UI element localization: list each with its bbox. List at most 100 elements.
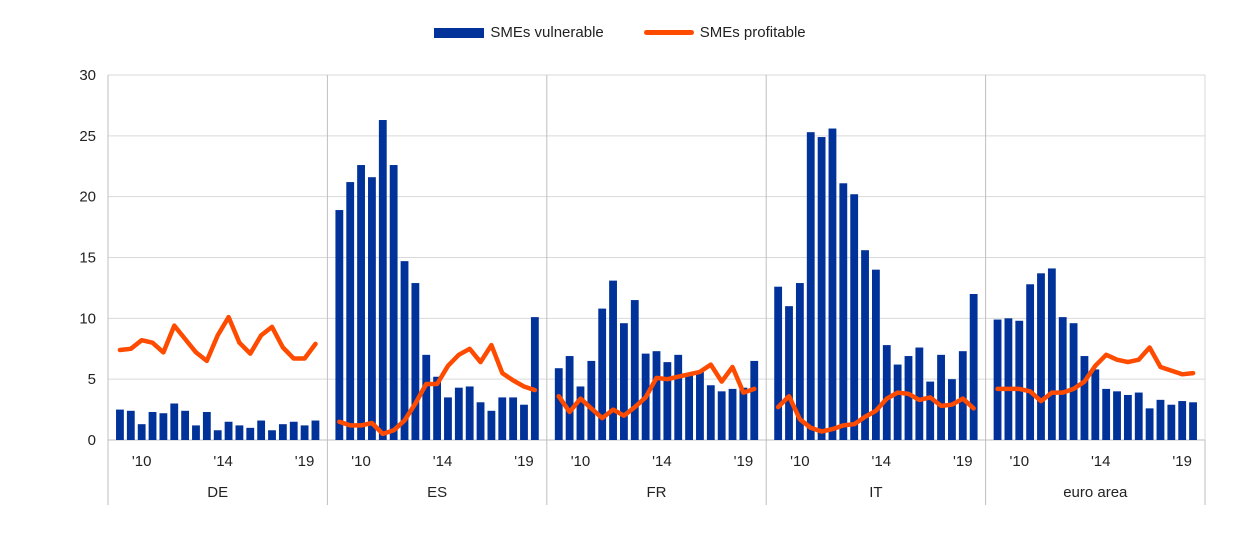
bar-FR-7 — [630, 300, 639, 440]
x-tick-label: '19 — [734, 453, 754, 470]
bar-IT-14 — [926, 381, 935, 440]
y-tick-label: 20 — [79, 189, 96, 206]
legend-item-profitable: SMEs profitable — [643, 24, 806, 41]
legend-swatch-vulnerable — [434, 27, 485, 38]
bar-IT-4 — [817, 137, 826, 441]
x-tick-label: '19 — [514, 453, 534, 470]
y-tick-label: 25 — [79, 128, 96, 145]
bar-DE-11 — [235, 425, 244, 440]
bar-FR-5 — [609, 280, 617, 440]
bar-FR-16 — [728, 388, 737, 440]
bar-ES-0 — [335, 210, 344, 440]
bar-FR-15 — [717, 391, 726, 440]
group-label: IT — [869, 484, 882, 501]
y-tick-label: 0 — [88, 432, 96, 449]
bar-IT-12 — [904, 356, 913, 440]
bar-ES-17 — [520, 404, 528, 440]
bar-IT-2 — [795, 283, 804, 440]
bar-DE-0 — [116, 409, 124, 440]
bar-euro-area-7 — [1069, 323, 1078, 440]
bar-IT-6 — [839, 183, 848, 441]
bar-FR-4 — [598, 308, 607, 440]
bar-FR-12 — [685, 373, 693, 440]
bar-ES-16 — [509, 397, 518, 440]
legend: SMEs vulnerable SMEs profitable — [0, 24, 1240, 41]
group-label: ES — [427, 484, 447, 501]
bar-IT-16 — [948, 379, 956, 440]
bar-DE-2 — [137, 424, 146, 440]
bar-euro-area-17 — [1178, 401, 1187, 440]
bar-ES-12 — [465, 386, 474, 440]
x-tick-label: '14 — [213, 453, 233, 470]
bar-euro-area-0 — [993, 319, 1002, 440]
bar-DE-10 — [224, 421, 233, 440]
bar-FR-11 — [674, 354, 683, 440]
bar-FR-17 — [739, 387, 748, 440]
bar-ES-9 — [433, 376, 442, 440]
bar-DE-13 — [257, 420, 266, 440]
x-tick-label: '10 — [1009, 453, 1029, 470]
line-profitable-DE — [117, 314, 318, 364]
x-tick-label: '10 — [571, 453, 591, 470]
y-tick-label: 15 — [79, 250, 96, 267]
bar-DE-9 — [213, 430, 222, 440]
bar-IT-17 — [958, 351, 967, 440]
bar-euro-area-13 — [1134, 392, 1143, 440]
bar-ES-7 — [411, 283, 420, 440]
y-tick-label: 30 — [79, 67, 96, 84]
bar-FR-9 — [652, 351, 661, 440]
bar-euro-area-15 — [1156, 399, 1165, 440]
y-tick-label: 10 — [79, 310, 96, 327]
legend-label-vulnerable: SMEs vulnerable — [490, 24, 604, 41]
group-label: euro area — [1063, 484, 1128, 501]
bar-DE-1 — [126, 410, 135, 440]
bar-DE-12 — [246, 427, 255, 440]
x-tick-label: '10 — [132, 453, 152, 470]
bar-DE-4 — [159, 413, 168, 440]
bar-IT-3 — [806, 132, 815, 440]
group-label: DE — [207, 484, 228, 501]
bar-ES-15 — [498, 397, 507, 440]
bar-FR-0 — [554, 368, 563, 440]
bar-euro-area-16 — [1167, 404, 1176, 440]
bar-euro-area-12 — [1123, 394, 1132, 440]
x-tick-label: '19 — [1172, 453, 1192, 470]
bar-ES-18 — [530, 317, 539, 440]
bar-euro-area-4 — [1037, 273, 1045, 440]
bar-FR-3 — [587, 360, 596, 440]
bar-FR-6 — [620, 323, 628, 440]
bar-FR-10 — [663, 362, 672, 440]
bar-euro-area-11 — [1113, 391, 1121, 440]
bar-IT-13 — [915, 347, 924, 440]
bar-ES-13 — [476, 402, 485, 440]
bar-DE-15 — [278, 424, 287, 440]
bar-IT-5 — [828, 128, 837, 441]
bar-euro-area-18 — [1189, 402, 1197, 440]
bar-DE-18 — [311, 420, 320, 440]
x-tick-label: '19 — [953, 453, 973, 470]
bar-FR-1 — [565, 356, 574, 440]
bar-IT-11 — [893, 364, 902, 440]
bar-euro-area-3 — [1026, 284, 1035, 440]
bar-ES-4 — [378, 120, 387, 441]
bar-FR-2 — [576, 386, 585, 440]
bar-IT-8 — [861, 250, 869, 440]
bar-FR-14 — [706, 385, 715, 440]
bar-euro-area-5 — [1047, 268, 1056, 440]
x-tick-label: '14 — [872, 453, 892, 470]
legend-label-profitable: SMEs profitable — [699, 24, 806, 41]
bar-euro-area-2 — [1015, 320, 1024, 440]
line-profitable-IT — [775, 390, 976, 434]
x-tick-label: '14 — [1091, 453, 1111, 470]
bar-DE-8 — [202, 412, 211, 440]
bar-IT-9 — [871, 269, 880, 440]
bar-DE-16 — [289, 421, 298, 440]
x-tick-label: '10 — [790, 453, 810, 470]
bar-IT-18 — [969, 294, 978, 440]
bar-ES-1 — [346, 182, 355, 441]
bar-ES-11 — [454, 387, 463, 440]
bar-DE-5 — [170, 403, 179, 440]
bar-euro-area-6 — [1058, 317, 1067, 440]
